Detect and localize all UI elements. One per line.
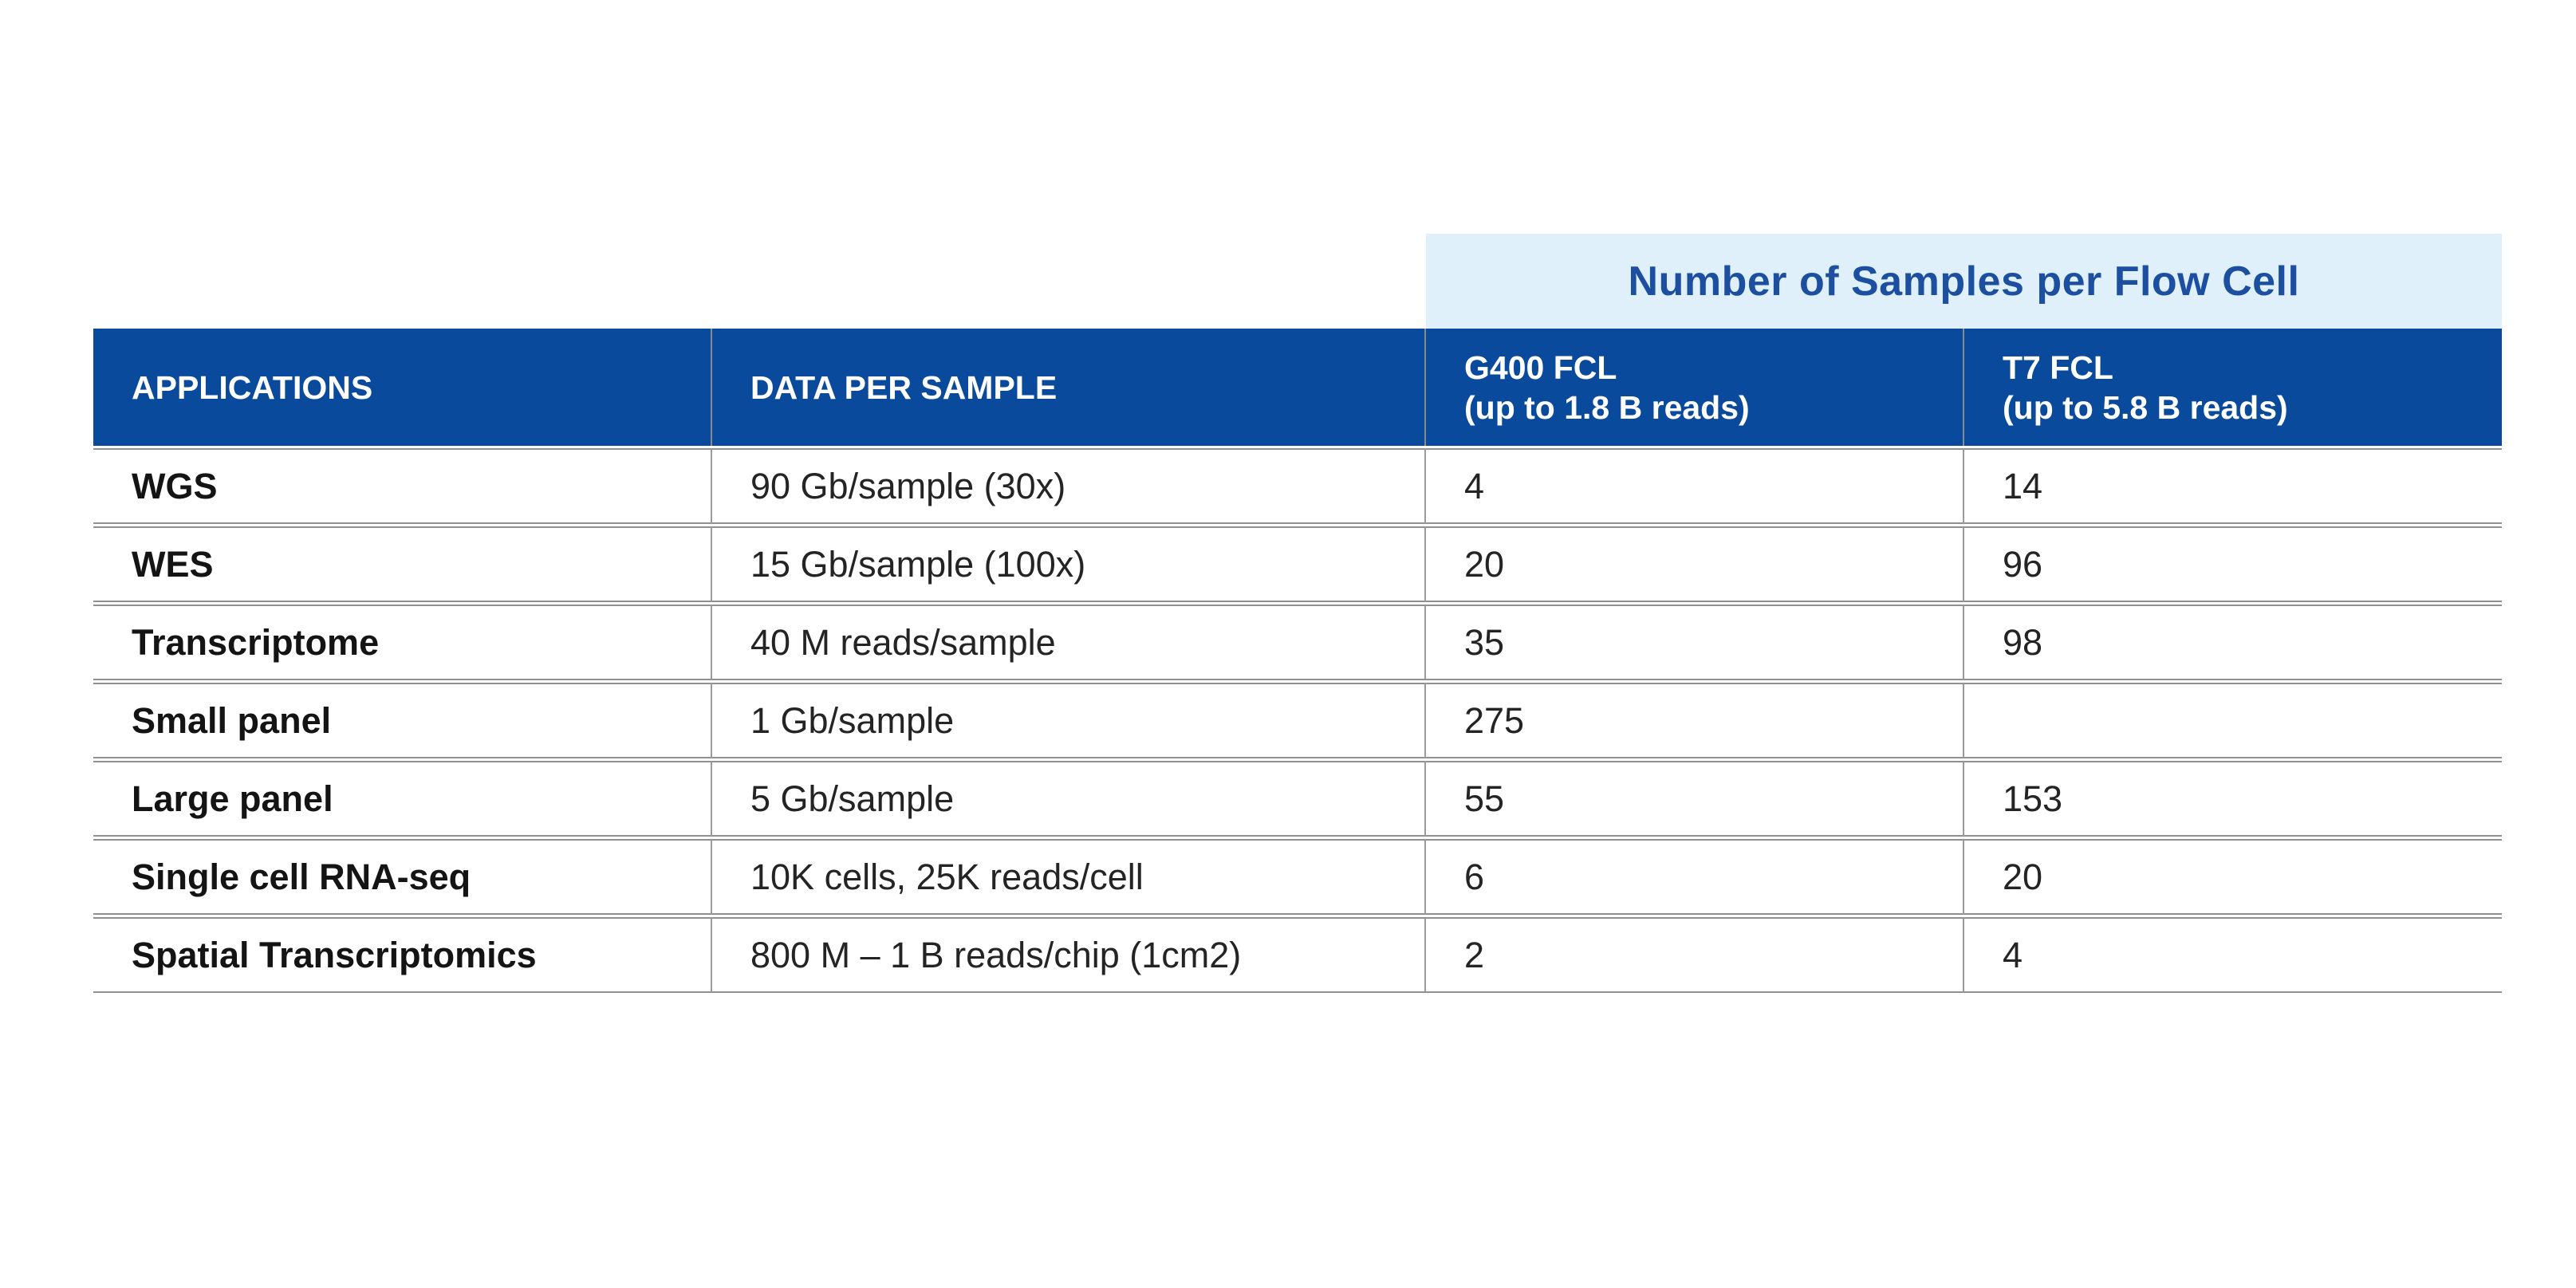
samples-per-flow-cell-banner: Number of Samples per Flow Cell xyxy=(1426,234,2502,329)
application-cell: Large panel xyxy=(93,761,712,837)
g400-samples-cell: 35 xyxy=(1426,605,1964,680)
header-g400-name: G400 FCL xyxy=(1464,349,1617,386)
table-row-spatial-transcriptomics: Spatial Transcriptomics 800 M – 1 B read… xyxy=(93,917,2502,993)
header-t7-name: T7 FCL xyxy=(2003,349,2113,386)
table-row-single-cell-rna-seq: Single cell RNA-seq 10K cells, 25K reads… xyxy=(93,839,2502,915)
header-g400-capacity: (up to 1.8 B reads) xyxy=(1464,388,1750,426)
g400-samples-cell: 6 xyxy=(1426,839,1964,915)
application-cell: Single cell RNA-seq xyxy=(93,839,712,915)
t7-samples-cell: 20 xyxy=(1964,839,2502,915)
t7-samples-cell: 153 xyxy=(1964,761,2502,837)
application-cell: WES xyxy=(93,526,712,602)
banner-title: Number of Samples per Flow Cell xyxy=(1628,258,2300,305)
data-per-sample-cell: 1 Gb/sample xyxy=(712,683,1426,758)
g400-samples-cell: 20 xyxy=(1426,526,1964,602)
header-applications: APPLICATIONS xyxy=(93,329,712,446)
header-t7-fcl: T7 FCL (up to 5.8 B reads) xyxy=(1964,329,2502,446)
t7-samples-cell xyxy=(1964,683,2502,758)
application-cell: Spatial Transcriptomics xyxy=(93,917,712,993)
t7-samples-cell: 96 xyxy=(1964,526,2502,602)
g400-samples-cell: 2 xyxy=(1426,917,1964,993)
application-cell: Transcriptome xyxy=(93,605,712,680)
header-row: APPLICATIONS DATA PER SAMPLE G400 FCL (u… xyxy=(93,329,2502,446)
table-row-large-panel: Large panel 5 Gb/sample 55 153 xyxy=(93,761,2502,837)
data-per-sample-cell: 10K cells, 25K reads/cell xyxy=(712,839,1426,915)
header-data-per-sample: DATA PER SAMPLE xyxy=(712,329,1426,446)
t7-samples-cell: 98 xyxy=(1964,605,2502,680)
data-per-sample-cell: 40 M reads/sample xyxy=(712,605,1426,680)
table-row-transcriptome: Transcriptome 40 M reads/sample 35 98 xyxy=(93,605,2502,680)
table-row-wes: WES 15 Gb/sample (100x) 20 96 xyxy=(93,526,2502,602)
g400-samples-cell: 275 xyxy=(1426,683,1964,758)
t7-samples-cell: 4 xyxy=(1964,917,2502,993)
header-g400-fcl: G400 FCL (up to 1.8 B reads) xyxy=(1426,329,1964,446)
table-row-small-panel: Small panel 1 Gb/sample 275 xyxy=(93,683,2502,758)
data-per-sample-cell: 90 Gb/sample (30x) xyxy=(712,448,1426,524)
g400-samples-cell: 55 xyxy=(1426,761,1964,837)
applications-table: APPLICATIONS DATA PER SAMPLE G400 FCL (u… xyxy=(93,326,2502,995)
data-per-sample-cell: 800 M – 1 B reads/chip (1cm2) xyxy=(712,917,1426,993)
data-per-sample-cell: 15 Gb/sample (100x) xyxy=(712,526,1426,602)
g400-samples-cell: 4 xyxy=(1426,448,1964,524)
header-t7-capacity: (up to 5.8 B reads) xyxy=(2003,388,2288,426)
table-row-wgs: WGS 90 Gb/sample (30x) 4 14 xyxy=(93,448,2502,524)
t7-samples-cell: 14 xyxy=(1964,448,2502,524)
data-per-sample-cell: 5 Gb/sample xyxy=(712,761,1426,837)
application-cell: WGS xyxy=(93,448,712,524)
application-cell: Small panel xyxy=(93,683,712,758)
